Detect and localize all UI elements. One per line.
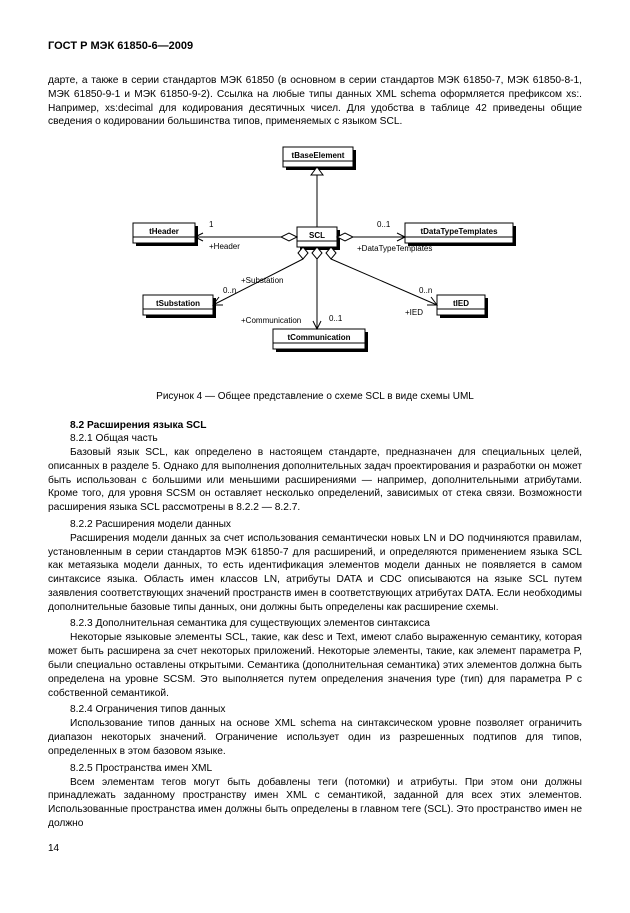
box-ied-label: tIED [453, 299, 469, 308]
box-header-label: tHeader [149, 227, 179, 236]
intro-paragraph: дарте, а также в серии стандартов МЭК 61… [48, 74, 582, 129]
uml-diagram: tBaseElement SCL tHeader tSubstation tCo… [105, 137, 525, 377]
doc-header: ГОСТ Р МЭК 61850-6—2009 [48, 40, 582, 52]
edge-dtt-role: +DataTypeTemplates [357, 244, 432, 253]
edge-ied-mult: 0..n [419, 286, 432, 295]
edge-sub-role: +Substation [241, 276, 283, 285]
section-8-2-3-title: 8.2.3 Дополнительная семантика для сущес… [48, 618, 582, 629]
box-sub-label: tSubstation [156, 299, 200, 308]
section-8-2-4-body: Использование типов данных на основе XML… [48, 717, 582, 758]
figure-caption: Рисунок 4 — Общее представление о схеме … [48, 391, 582, 402]
section-8-2-5-body: Всем элементам тегов могут быть добавлен… [48, 776, 582, 831]
section-8-2-title: 8.2 Расширения языка SCL [48, 420, 582, 431]
box-dtt-label: tDataTypeTemplates [420, 227, 498, 236]
page-number: 14 [48, 843, 582, 854]
edge-header-mult: 1 [209, 220, 214, 229]
section-8-2-2-body: Расширения модели данных за счет использ… [48, 532, 582, 615]
section-8-2-1-body: Базовый язык SCL, как определено в насто… [48, 446, 582, 515]
edge-comm-role: +Communication [241, 316, 301, 325]
edge-ied-role: +IED [405, 308, 423, 317]
section-8-2-4-title: 8.2.4 Ограничения типов данных [48, 704, 582, 715]
edge-dtt-mult: 0..1 [377, 220, 391, 229]
section-8-2-2-title: 8.2.2 Расширения модели данных [48, 519, 582, 530]
section-8-2-5-title: 8.2.5 Пространства имен XML [48, 763, 582, 774]
edge-comm-mult: 0..1 [329, 314, 343, 323]
section-8-2-1-title: 8.2.1 Общая часть [48, 433, 582, 444]
box-comm-label: tCommunication [287, 333, 350, 342]
box-base-label: tBaseElement [292, 151, 345, 160]
edge-sub-mult: 0..n [223, 286, 236, 295]
section-8-2-3-body: Некоторые языковые элементы SCL, такие, … [48, 631, 582, 700]
page-container: ГОСТ Р МЭК 61850-6—2009 дарте, а также в… [0, 0, 630, 884]
box-scl-label: SCL [309, 231, 325, 240]
edge-header-role: +Header [209, 242, 240, 251]
